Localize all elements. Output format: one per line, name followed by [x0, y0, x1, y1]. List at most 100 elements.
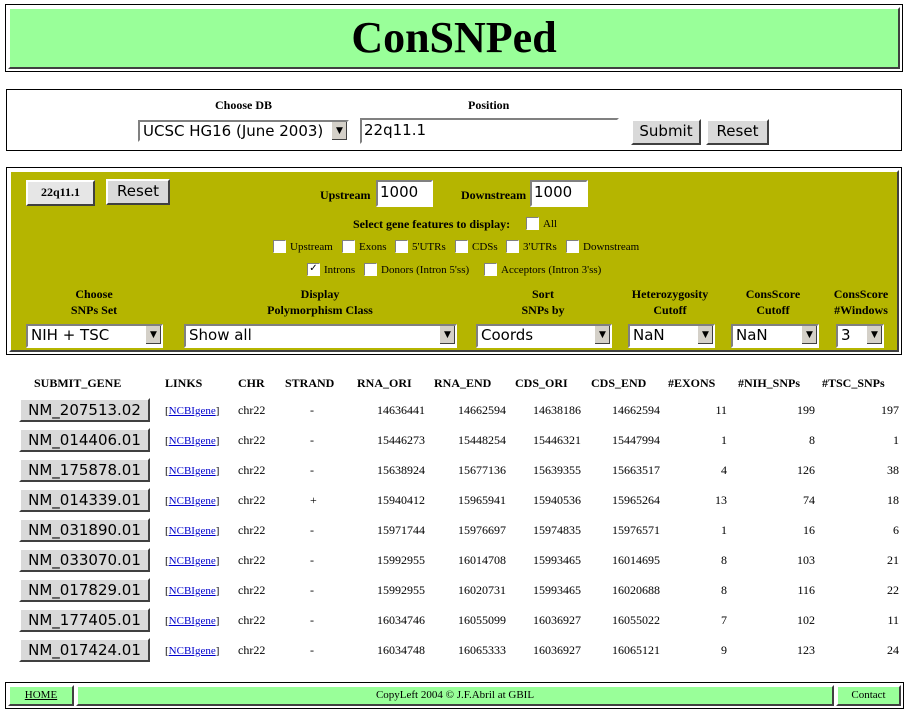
checkbox-icon[interactable] [395, 240, 408, 253]
cell-cds-end: 15976571 [612, 523, 660, 537]
cell-exons: 11 [715, 403, 727, 417]
upstream-input[interactable]: 1000 [376, 180, 433, 207]
checkbox-introns[interactable]: ✓ Introns [307, 263, 355, 276]
cell-cds-ori: 15446321 [533, 433, 581, 447]
cell-strand: - [310, 463, 314, 477]
cell-rna-end: 15976697 [458, 523, 506, 537]
gene-submit-button[interactable]: NM_017424.01 [19, 638, 150, 662]
home-link[interactable]: HOME [24, 689, 58, 701]
position-button[interactable]: 22q11.1 [26, 180, 95, 206]
cell-nih: 126 [797, 463, 815, 477]
gene-submit-button[interactable]: NM_177405.01 [19, 608, 150, 632]
cell-cds-end: 16014695 [612, 553, 660, 567]
checkbox-icon[interactable] [566, 240, 579, 253]
chevron-down-icon[interactable]: ▼ [801, 326, 817, 344]
chevron-down-icon[interactable]: ▼ [331, 122, 347, 140]
checkbox-cdss[interactable]: CDSs [455, 240, 498, 253]
cell-exons: 8 [721, 583, 727, 597]
checkbox-icon[interactable] [484, 263, 497, 276]
checkmark-icon[interactable]: ✓ [307, 263, 320, 276]
checkbox-3utrs[interactable]: 3'UTRs [506, 240, 557, 253]
chevron-down-icon[interactable]: ▼ [697, 326, 713, 344]
chevron-down-icon[interactable]: ▼ [439, 326, 455, 344]
consscore-windows-select[interactable]: 3 ▼ [836, 324, 884, 348]
ncbi-gene-link[interactable]: NCBIgene [168, 435, 216, 447]
ncbi-gene-link[interactable]: NCBIgene [168, 405, 216, 417]
cell-tsc: 22 [887, 583, 899, 597]
chevron-down-icon[interactable]: ▼ [866, 326, 882, 344]
header-rna-ori: RNA_ORI [357, 376, 412, 390]
cell-rna-end: 16065333 [458, 643, 506, 657]
gene-submit-button[interactable]: NM_033070.01 [19, 548, 150, 572]
cell-chr: chr22 [238, 403, 266, 417]
cell-chr: chr22 [238, 523, 266, 537]
ncbi-gene-link[interactable]: NCBIgene [168, 615, 216, 627]
ncbi-gene-link[interactable]: NCBIgene [168, 525, 216, 537]
checkbox-label: Donors (Intron 5'ss) [381, 263, 470, 276]
chevron-down-icon[interactable]: ▼ [145, 326, 161, 344]
header-exons: #EXONS [668, 376, 716, 390]
ncbi-gene-link[interactable]: NCBIgene [168, 495, 216, 507]
cell-cds-ori: 15940536 [533, 493, 581, 507]
gene-submit-button[interactable]: NM_014339.01 [19, 488, 150, 512]
cell-rna-ori: 15940412 [377, 493, 425, 507]
checkbox-icon[interactable] [364, 263, 377, 276]
gene-submit-button[interactable]: NM_207513.02 [19, 398, 150, 422]
checkbox-label: Acceptors (Intron 3'ss) [501, 263, 602, 276]
checkbox-exons[interactable]: Exons [342, 240, 387, 253]
checkbox-upstream[interactable]: Upstream [273, 240, 333, 253]
checkbox-all[interactable]: All [526, 217, 557, 230]
cell-cds-ori: 15993465 [533, 583, 581, 597]
gene-submit-button[interactable]: NM_031890.01 [19, 518, 150, 542]
checkbox-icon[interactable] [506, 240, 519, 253]
cell-cds-ori: 16036927 [533, 613, 581, 627]
checkbox-donors[interactable]: Donors (Intron 5'ss) [364, 263, 469, 276]
contact-link[interactable]: Contact [836, 685, 901, 706]
ncbi-gene-link[interactable]: NCBIgene [168, 645, 216, 657]
gene-submit-button[interactable]: NM_175878.01 [19, 458, 150, 482]
gene-submit-button[interactable]: NM_017829.01 [19, 578, 150, 602]
cell-strand: - [310, 583, 314, 597]
panel-reset-button[interactable]: Reset [106, 179, 170, 205]
header-rna-end: RNA_END [434, 376, 492, 390]
checkbox-icon[interactable] [342, 240, 355, 253]
consscore-cutoff-select[interactable]: NaN ▼ [731, 324, 819, 348]
downstream-input[interactable]: 1000 [530, 180, 588, 207]
checkbox-acceptors[interactable]: Acceptors (Intron 3'ss) [484, 263, 601, 276]
checkbox-5utrs[interactable]: 5'UTRs [395, 240, 446, 253]
copyright: CopyLeft 2004 © J.F.Abril at GBIL [76, 685, 834, 706]
cell-rna-end: 15677136 [458, 463, 506, 477]
gene-submit-button[interactable]: NM_014406.01 [19, 428, 150, 452]
submit-button[interactable]: Submit [631, 119, 701, 145]
cell-nih: 123 [797, 643, 815, 657]
position-input[interactable]: 22q11.1 [360, 118, 619, 144]
db-select[interactable]: UCSC HG16 (June 2003) ▼ [138, 120, 349, 142]
snps-set-select[interactable]: NIH + TSC ▼ [26, 324, 163, 348]
sort-select[interactable]: Coords ▼ [476, 324, 612, 348]
checkbox-downstream[interactable]: Downstream [566, 240, 639, 253]
checkbox-icon[interactable] [526, 217, 539, 230]
consscore-windows-label: ConsScore #Windows [833, 287, 889, 317]
cell-nih: 102 [797, 613, 815, 627]
ncbi-gene-link[interactable]: NCBIgene [168, 555, 216, 567]
ncbi-link-cell: [NCBIgene] [165, 495, 220, 507]
cell-chr: chr22 [238, 463, 266, 477]
db-select-value: UCSC HG16 (June 2003) [143, 122, 324, 140]
polymorphism-class-select[interactable]: Show all ▼ [184, 324, 457, 348]
ncbi-link-cell: [NCBIgene] [165, 645, 220, 657]
cell-tsc: 21 [887, 553, 899, 567]
heterozygosity-select[interactable]: NaN ▼ [628, 324, 715, 348]
cell-rna-ori: 15992955 [377, 583, 425, 597]
ncbi-link-cell: [NCBIgene] [165, 525, 220, 537]
cell-chr: chr22 [238, 433, 266, 447]
reset-button[interactable]: Reset [706, 119, 769, 145]
cell-strand: - [310, 643, 314, 657]
checkbox-label: Exons [359, 240, 387, 253]
ncbi-gene-link[interactable]: NCBIgene [168, 465, 216, 477]
ncbi-gene-link[interactable]: NCBIgene [168, 585, 216, 597]
cell-cds-ori: 15993465 [533, 553, 581, 567]
checkbox-icon[interactable] [455, 240, 468, 253]
chevron-down-icon[interactable]: ▼ [594, 326, 610, 344]
header-banner: ConSNPed [8, 7, 900, 69]
checkbox-icon[interactable] [273, 240, 286, 253]
